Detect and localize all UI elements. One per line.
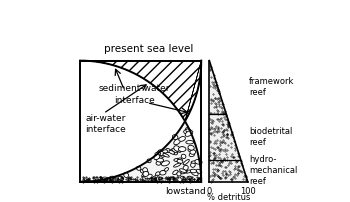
Ellipse shape bbox=[118, 176, 124, 181]
Ellipse shape bbox=[161, 153, 166, 157]
Ellipse shape bbox=[186, 141, 194, 144]
Ellipse shape bbox=[160, 170, 166, 175]
Text: hydro-
mechanical
reef: hydro- mechanical reef bbox=[249, 155, 298, 186]
Text: present sea level: present sea level bbox=[104, 43, 194, 54]
Ellipse shape bbox=[103, 177, 110, 181]
Ellipse shape bbox=[154, 155, 160, 160]
Text: % detritus: % detritus bbox=[207, 193, 250, 202]
Ellipse shape bbox=[186, 129, 191, 133]
Ellipse shape bbox=[145, 174, 152, 179]
Ellipse shape bbox=[140, 170, 144, 173]
Ellipse shape bbox=[142, 172, 148, 177]
Ellipse shape bbox=[181, 170, 187, 174]
Ellipse shape bbox=[187, 176, 192, 180]
Ellipse shape bbox=[177, 172, 181, 176]
Text: framework
reef: framework reef bbox=[249, 77, 295, 97]
Ellipse shape bbox=[185, 170, 191, 173]
Polygon shape bbox=[80, 121, 201, 182]
Ellipse shape bbox=[166, 148, 170, 153]
Ellipse shape bbox=[151, 178, 156, 183]
Ellipse shape bbox=[191, 163, 195, 167]
Ellipse shape bbox=[179, 147, 183, 150]
Text: biodetrital
reef: biodetrital reef bbox=[249, 127, 293, 147]
Ellipse shape bbox=[157, 151, 164, 156]
Ellipse shape bbox=[174, 139, 181, 145]
Ellipse shape bbox=[161, 170, 166, 173]
Ellipse shape bbox=[195, 160, 202, 164]
Ellipse shape bbox=[124, 173, 128, 178]
Ellipse shape bbox=[169, 150, 175, 154]
Ellipse shape bbox=[152, 175, 158, 179]
Text: 100: 100 bbox=[240, 187, 256, 196]
Ellipse shape bbox=[178, 147, 186, 152]
Ellipse shape bbox=[191, 170, 198, 176]
Ellipse shape bbox=[136, 166, 141, 170]
Ellipse shape bbox=[177, 159, 183, 163]
Ellipse shape bbox=[147, 159, 151, 163]
Ellipse shape bbox=[183, 165, 188, 170]
Ellipse shape bbox=[174, 146, 180, 151]
Ellipse shape bbox=[174, 158, 182, 162]
Ellipse shape bbox=[149, 177, 157, 182]
Ellipse shape bbox=[159, 154, 163, 159]
Ellipse shape bbox=[163, 154, 169, 157]
Ellipse shape bbox=[174, 148, 181, 152]
Ellipse shape bbox=[156, 172, 160, 176]
Text: air-water
interface: air-water interface bbox=[85, 114, 126, 134]
Ellipse shape bbox=[177, 158, 182, 163]
Ellipse shape bbox=[190, 150, 196, 154]
Ellipse shape bbox=[185, 131, 193, 136]
Ellipse shape bbox=[186, 128, 190, 132]
Ellipse shape bbox=[180, 169, 187, 173]
Ellipse shape bbox=[156, 161, 161, 165]
Ellipse shape bbox=[108, 176, 114, 180]
Ellipse shape bbox=[170, 149, 177, 155]
Ellipse shape bbox=[181, 154, 186, 159]
Ellipse shape bbox=[181, 176, 185, 180]
Ellipse shape bbox=[162, 150, 168, 153]
Ellipse shape bbox=[161, 161, 169, 166]
Ellipse shape bbox=[174, 163, 181, 167]
Ellipse shape bbox=[143, 171, 149, 176]
Polygon shape bbox=[80, 61, 201, 121]
Ellipse shape bbox=[188, 145, 194, 150]
Text: lowstand: lowstand bbox=[165, 187, 205, 196]
Ellipse shape bbox=[183, 159, 189, 165]
Ellipse shape bbox=[158, 177, 162, 180]
Ellipse shape bbox=[191, 161, 199, 163]
Ellipse shape bbox=[173, 170, 178, 175]
Ellipse shape bbox=[172, 135, 178, 140]
Ellipse shape bbox=[143, 168, 147, 173]
Polygon shape bbox=[209, 61, 248, 182]
Ellipse shape bbox=[184, 129, 192, 134]
Polygon shape bbox=[80, 61, 201, 121]
Ellipse shape bbox=[156, 158, 164, 162]
Ellipse shape bbox=[179, 137, 186, 141]
Ellipse shape bbox=[158, 150, 166, 155]
Ellipse shape bbox=[188, 147, 193, 151]
Ellipse shape bbox=[189, 153, 195, 157]
Text: sediment-water
interface: sediment-water interface bbox=[99, 84, 170, 105]
Ellipse shape bbox=[196, 169, 202, 174]
Ellipse shape bbox=[172, 149, 178, 153]
Ellipse shape bbox=[155, 152, 161, 155]
Ellipse shape bbox=[164, 168, 168, 171]
Text: 0: 0 bbox=[207, 187, 212, 196]
Ellipse shape bbox=[190, 169, 196, 173]
